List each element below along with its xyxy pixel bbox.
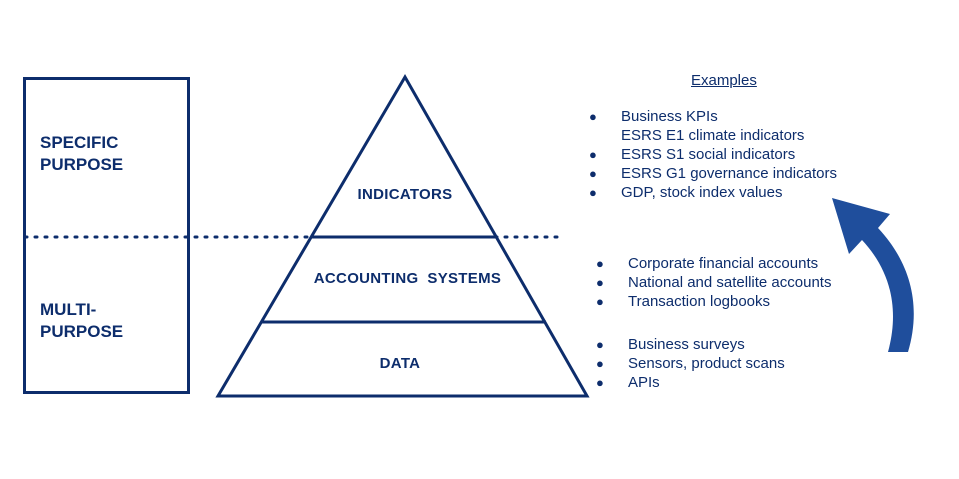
example-item: ● ESRS G1 governance indicators	[589, 164, 837, 183]
bullet-icon: ●	[589, 185, 597, 200]
data-examples-list: ● Business surveys ● Sensors, product scans…	[596, 335, 785, 392]
example-item-text: APIs	[628, 374, 660, 391]
accounting-examples-list: ● Corporate financial accounts ● National a…	[596, 254, 832, 311]
bullet-icon: ●	[589, 109, 597, 124]
examples-title: Examples	[691, 72, 757, 89]
example-item-text: Business surveys	[628, 336, 745, 353]
bullet-icon: ●	[589, 147, 597, 162]
pyramid-accounting-label: ACCOUNTING SYSTEMS	[313, 270, 502, 287]
example-item-text: Sensors, product scans	[628, 355, 785, 372]
example-item: ● Transaction logbooks	[596, 292, 831, 311]
example-item: ● Business surveys	[596, 335, 785, 354]
example-item: ● GDP, stock index values	[589, 183, 837, 202]
curved-arrow-icon	[832, 198, 914, 352]
example-item-text: ESRS S1 social indicators	[621, 146, 796, 163]
purpose-box	[23, 77, 190, 394]
specific-purpose-label: SPECIFIC PURPOSE	[40, 133, 124, 174]
example-item: ● Sensors, product scans	[596, 354, 785, 373]
example-item: ● ESRS S1 social indicators	[589, 145, 837, 164]
example-item-text: GDP, stock index values	[621, 184, 783, 201]
bullet-icon: ●	[596, 375, 604, 390]
example-item: ● National and satellite accounts	[596, 273, 832, 292]
bullet-icon: ●	[596, 275, 604, 290]
bullet-icon: ●	[596, 256, 604, 271]
bullet-icon: ●	[596, 294, 604, 309]
example-item: ● Business KPIs	[589, 107, 837, 126]
example-item: ESRS E1 climate indicators	[621, 126, 837, 145]
bullet-icon: ●	[596, 356, 604, 371]
indicator-examples-list: ● Business KPIs ESRS E1 climate indicators…	[589, 107, 837, 202]
bullet-icon: ●	[589, 166, 597, 181]
example-item-text: ESRS G1 governance indicators	[621, 165, 837, 182]
example-item-text: Transaction logbooks	[628, 293, 771, 310]
example-item: ● APIs	[596, 373, 785, 392]
multi-purpose-label: MULTI- PURPOSE	[40, 300, 124, 341]
bullet-icon: ●	[596, 337, 604, 352]
example-item: ● Corporate financial accounts	[596, 254, 831, 273]
example-item-text: ESRS E1 climate indicators	[621, 127, 805, 144]
example-item-text: National and satellite accounts	[628, 274, 832, 291]
pyramid-data-label: DATA	[379, 355, 421, 372]
example-item-text: Corporate financial accounts	[628, 255, 819, 272]
pyramid-indicators-label: INDICATORS	[357, 186, 453, 203]
example-item-text: Business KPIs	[621, 108, 718, 125]
